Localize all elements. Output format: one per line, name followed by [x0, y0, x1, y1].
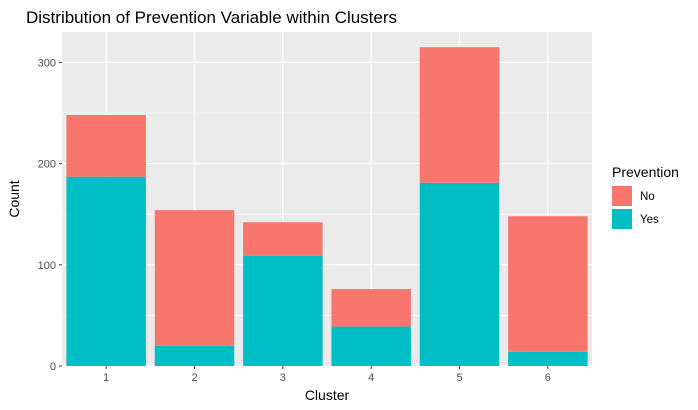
y-tick-label: 0	[50, 361, 56, 373]
bar-no-cluster-2	[154, 210, 235, 346]
legend: Prevention No Yes	[612, 164, 679, 229]
legend-key-no	[612, 186, 632, 206]
bar-yes-cluster-5	[419, 182, 500, 366]
y-tick-label: 300	[38, 57, 56, 69]
bars	[66, 47, 588, 366]
legend-label-no: No	[640, 191, 655, 203]
bar-no-cluster-1	[66, 114, 146, 177]
y-tick-label: 200	[38, 159, 56, 171]
plot-panel	[62, 32, 592, 366]
legend-label-yes: Yes	[640, 214, 659, 226]
y-axis: 0 100 200 300	[38, 57, 62, 373]
y-tick-label: 100	[38, 260, 56, 272]
y-axis-title: Count	[6, 180, 22, 217]
bar-yes-cluster-2	[154, 345, 235, 366]
minor-gridlines	[62, 112, 592, 316]
x-tick-label: 5	[456, 372, 462, 384]
legend-key-yes	[612, 209, 632, 229]
x-axis-title: Cluster	[305, 387, 350, 403]
x-tick-label: 3	[280, 372, 286, 384]
x-tick-label: 4	[368, 372, 374, 384]
bar-no-cluster-6	[508, 216, 588, 352]
x-tick-label: 2	[191, 372, 197, 384]
bar-no-cluster-3	[243, 222, 323, 256]
chart-title: Distribution of Prevention Variable with…	[26, 8, 397, 27]
x-axis: 1 2 3 4 5 6	[103, 366, 551, 384]
bar-no-cluster-4	[331, 289, 411, 327]
x-tick-label: 6	[545, 372, 551, 384]
bar-yes-cluster-1	[66, 176, 146, 366]
bar-yes-cluster-6	[508, 351, 588, 366]
bar-yes-cluster-4	[331, 326, 411, 366]
legend-title: Prevention	[612, 164, 679, 180]
x-tick-label: 1	[103, 372, 109, 384]
bar-yes-cluster-3	[243, 255, 323, 366]
bar-no-cluster-5	[419, 47, 500, 183]
